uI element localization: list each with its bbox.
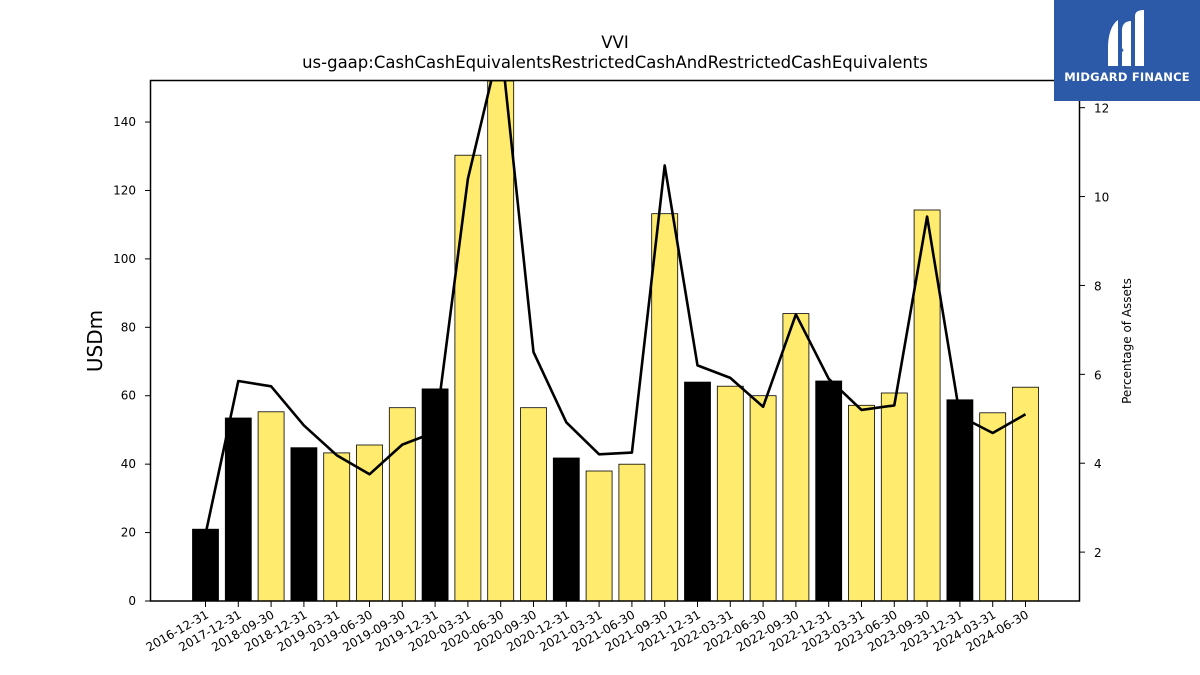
bar-2022-06-30	[749, 395, 777, 601]
bar-2023-12-31	[946, 399, 974, 601]
left-tick-label: 120	[113, 183, 136, 197]
left-tick-label: 40	[121, 457, 136, 471]
right-tick-label: 10	[1094, 191, 1109, 205]
bar-2023-03-31	[848, 404, 875, 601]
bar-2019-12-31	[421, 388, 449, 601]
left-tick-label: 20	[121, 526, 136, 540]
brand-logo: MIDGARD FINANCE	[1054, 0, 1200, 101]
bar-2021-12-31	[684, 381, 711, 601]
bar-2018-09-30	[257, 411, 285, 601]
bar-2020-03-31	[454, 154, 482, 601]
bar-2022-03-31	[716, 385, 744, 601]
right-tick-label: 2	[1094, 546, 1102, 560]
bar-2017-12-31	[224, 417, 252, 601]
bar-2020-06-30	[487, 81, 515, 601]
right-tick-label: 4	[1094, 457, 1102, 471]
logo-text: MIDGARD FINANCE	[1064, 70, 1190, 84]
left-tick-label: 100	[113, 252, 136, 266]
bar-2019-03-31	[323, 452, 351, 601]
bar-2021-06-30	[618, 463, 646, 601]
right-axis-ticks: 2 4 6 8 10 12	[1079, 102, 1109, 560]
y-axis-label-left: USDm	[83, 310, 107, 372]
left-tick-label: 60	[121, 389, 136, 403]
line-series-group	[204, 81, 1027, 535]
left-tick-label: 80	[121, 320, 136, 334]
bar-2019-06-30	[356, 444, 383, 601]
bar-2022-09-30	[782, 313, 810, 601]
logo-mark-icon	[1108, 10, 1144, 66]
chart-title: VVI	[601, 33, 628, 52]
percentage-line	[204, 81, 1027, 535]
bar-2020-09-30	[520, 407, 547, 601]
bar-2021-03-31	[585, 470, 613, 601]
plot-frame	[149, 79, 1081, 602]
right-tick-label: 12	[1094, 102, 1109, 116]
bar-2024-06-30	[1012, 386, 1039, 601]
bar-2022-12-31	[815, 380, 843, 601]
left-tick-label: 0	[128, 594, 136, 608]
chart-subtitle: us-gaap:CashCashEquivalentsRestrictedCas…	[302, 53, 928, 72]
bar-series	[192, 81, 1039, 601]
bar-2023-06-30	[880, 392, 908, 601]
bar-2016-12-31	[192, 528, 219, 601]
y-axis-label-right: Percentage of Assets	[1120, 278, 1134, 404]
bar-2019-09-30	[388, 407, 416, 601]
left-tick-label: 140	[113, 115, 136, 129]
bar-2021-09-30	[651, 213, 679, 601]
left-axis-ticks: 0 20 40 60 80 100 120 140	[113, 115, 151, 608]
bar-2018-12-31	[290, 447, 318, 601]
bar-2024-03-31	[979, 412, 1007, 601]
x-axis-ticks: 2016-12-312017-12-312018-09-302018-12-31…	[144, 601, 1031, 654]
right-tick-label: 8	[1094, 279, 1102, 293]
right-tick-label: 6	[1094, 368, 1102, 382]
bar-2020-12-31	[552, 457, 580, 601]
